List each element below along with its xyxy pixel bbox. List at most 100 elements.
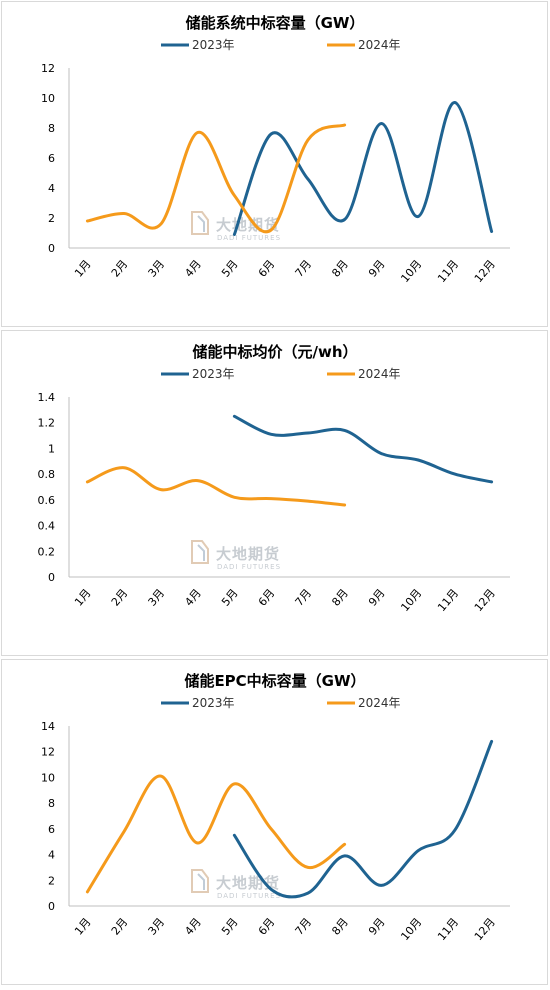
- data-point: [490, 740, 492, 742]
- data-point: [380, 122, 382, 124]
- data-point: [454, 473, 456, 475]
- data-point: [270, 497, 272, 499]
- data-point: [270, 828, 272, 830]
- data-point: [270, 433, 272, 435]
- x-tick-label: 12月: [472, 587, 498, 615]
- x-tick-label: 2月: [109, 258, 131, 280]
- x-tick-label: 11月: [435, 916, 461, 944]
- series-line: [85, 774, 347, 894]
- y-tick-label: 0.4: [38, 520, 56, 533]
- y-tick-label: 12: [41, 746, 55, 759]
- x-tick-label: 9月: [366, 258, 388, 280]
- x-tick-label: 1月: [72, 258, 94, 280]
- data-point: [307, 432, 309, 434]
- chart-title: 储能系统中标容量（GW）: [186, 14, 365, 32]
- y-tick-label: 1.2: [38, 417, 56, 430]
- data-point: [417, 215, 419, 217]
- data-point: [270, 133, 272, 135]
- data-point: [454, 101, 456, 103]
- y-tick-label: 1.4: [38, 391, 56, 404]
- x-tick-label: 10月: [398, 258, 424, 286]
- data-point: [343, 843, 345, 845]
- y-tick-label: 6: [48, 152, 55, 165]
- x-tick-label: 5月: [219, 587, 241, 609]
- data-point: [86, 220, 88, 222]
- y-tick-label: 6: [48, 823, 55, 836]
- data-point: [233, 233, 235, 235]
- data-point: [196, 479, 198, 481]
- y-tick-label: 10: [41, 771, 55, 784]
- y-tick-label: 12: [41, 62, 55, 75]
- y-tick-label: 0.6: [38, 494, 56, 507]
- watermark-subtext: DADI FUTURES: [217, 234, 281, 242]
- y-tick-label: 2: [48, 874, 55, 887]
- x-tick-label: 7月: [293, 916, 315, 938]
- series-line: [232, 739, 494, 899]
- x-tick-label: 12月: [472, 258, 498, 286]
- data-point: [196, 131, 198, 133]
- y-tick-label: 0: [48, 900, 55, 913]
- data-point: [307, 866, 309, 868]
- chart-title: 储能中标均价（元/wh）: [192, 343, 357, 361]
- data-point: [454, 829, 456, 831]
- series-line: [232, 100, 494, 236]
- x-tick-label: 4月: [182, 916, 204, 938]
- series-line: [232, 414, 494, 484]
- chart-panel-avg-price: 储能中标均价（元/wh） 2023年 2024年 大地期货 DADI FUTURES 0 0…: [1, 330, 548, 656]
- legend-label: 2024年: [358, 38, 401, 52]
- y-tick-label: 0.2: [38, 545, 56, 558]
- data-point: [233, 834, 235, 836]
- x-tick-label: 1月: [72, 916, 94, 938]
- watermark-mark-icon: [191, 540, 209, 564]
- y-tick-label: 0.8: [38, 468, 56, 481]
- data-point: [196, 842, 198, 844]
- x-tick-label: 12月: [472, 916, 498, 944]
- data-point: [233, 415, 235, 417]
- data-point: [233, 496, 235, 498]
- chart-panel-capacity: 储能系统中标容量（GW） 2023年 2024年 大地期货 DADI FUTURES 0 2…: [1, 1, 548, 327]
- data-point: [86, 891, 88, 893]
- x-tick-label: 7月: [293, 587, 315, 609]
- x-tick-label: 11月: [435, 587, 461, 615]
- legend-label: 2023年: [192, 38, 235, 52]
- x-tick-label: 8月: [329, 916, 351, 938]
- y-tick-label: 4: [48, 849, 55, 862]
- data-point: [343, 504, 345, 506]
- x-tick-label: 2月: [109, 916, 131, 938]
- series-line: [85, 466, 347, 507]
- watermark-text: 大地期货: [216, 545, 280, 563]
- x-tick-label: 3月: [146, 258, 168, 280]
- x-tick-label: 1月: [72, 587, 94, 609]
- data-point: [417, 850, 419, 852]
- data-point: [270, 888, 272, 890]
- y-tick-label: 4: [48, 182, 55, 195]
- data-point: [343, 124, 345, 126]
- data-point: [160, 488, 162, 490]
- x-tick-label: 3月: [146, 587, 168, 609]
- legend-label: 2024年: [358, 367, 401, 381]
- y-tick-label: 8: [48, 797, 55, 810]
- data-point: [307, 892, 309, 894]
- watermark-subtext: DADI FUTURES: [217, 892, 281, 900]
- watermark-mark-stroke-icon: [197, 215, 205, 232]
- legend-label: 2024年: [358, 696, 401, 710]
- x-tick-label: 3月: [146, 916, 168, 938]
- data-point: [380, 452, 382, 454]
- data-point: [270, 229, 272, 231]
- x-tick-label: 8月: [329, 258, 351, 280]
- data-point: [233, 194, 235, 196]
- data-point: [123, 830, 125, 832]
- x-tick-label: 10月: [398, 916, 424, 944]
- data-point: [490, 481, 492, 483]
- watermark-mark-stroke-icon: [197, 873, 205, 890]
- x-tick-label: 5月: [219, 916, 241, 938]
- data-point: [160, 775, 162, 777]
- x-tick-label: 5月: [219, 258, 241, 280]
- legend-label: 2023年: [192, 696, 235, 710]
- data-point: [307, 139, 309, 141]
- y-tick-label: 2: [48, 212, 55, 225]
